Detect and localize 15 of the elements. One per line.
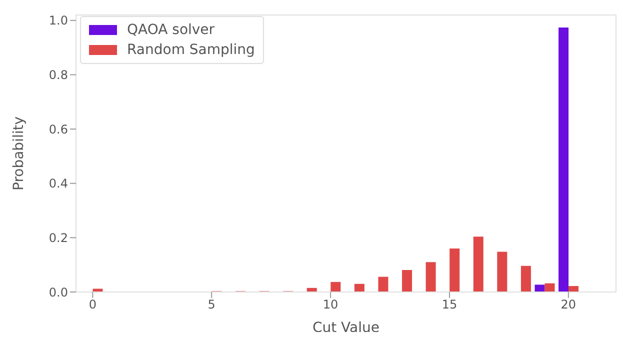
x-tick-label: 5 — [208, 298, 216, 312]
y-tick-label: 1.0 — [48, 14, 68, 28]
x-axis-title: Cut Value — [312, 320, 380, 336]
y-tick-label: 0.2 — [48, 230, 68, 245]
y-tick-label: 0.8 — [48, 68, 68, 82]
y-axis-title: Probability — [10, 116, 27, 191]
y-tick-label: 0.4 — [48, 176, 68, 191]
x-tick-label: 20 — [560, 298, 576, 312]
legend-label: Random Sampling — [127, 42, 255, 58]
y-tick-label: 0.6 — [48, 122, 68, 136]
y-tick-label: 0.0 — [48, 285, 68, 300]
x-tick-label: 15 — [442, 298, 458, 312]
legend-label: QAOA solver — [127, 22, 215, 38]
x-tick-label: 10 — [322, 298, 338, 312]
x-tick-label: 0 — [88, 298, 96, 312]
